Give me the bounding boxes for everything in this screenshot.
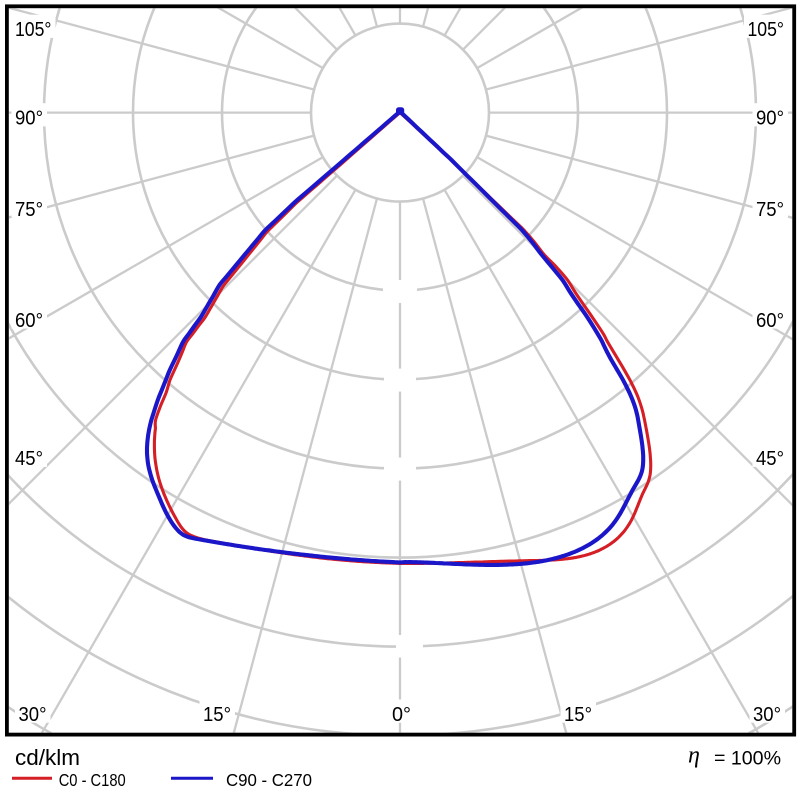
svg-text:30°: 30° <box>19 703 47 726</box>
svg-text:105°: 105° <box>748 18 785 41</box>
svg-text:cd/klm: cd/klm <box>15 745 80 770</box>
svg-text:75°: 75° <box>756 198 784 221</box>
svg-text:75°: 75° <box>15 198 43 221</box>
svg-text:90°: 90° <box>756 107 784 130</box>
svg-text:15°: 15° <box>203 703 231 726</box>
svg-text:15°: 15° <box>564 703 592 726</box>
svg-text:45°: 45° <box>15 447 43 470</box>
svg-text:90°: 90° <box>15 107 43 130</box>
svg-text:60°: 60° <box>15 309 43 332</box>
svg-text:105°: 105° <box>15 18 52 41</box>
svg-text:60°: 60° <box>756 309 784 332</box>
svg-text:45°: 45° <box>756 447 784 470</box>
svg-text:30°: 30° <box>753 703 781 726</box>
svg-text:= 100%: = 100% <box>714 749 781 770</box>
svg-text:η: η <box>688 743 700 769</box>
svg-text:0°: 0° <box>392 703 411 726</box>
svg-text:C90 - C270: C90 - C270 <box>226 770 312 790</box>
svg-text:C0 - C180: C0 - C180 <box>59 770 126 790</box>
